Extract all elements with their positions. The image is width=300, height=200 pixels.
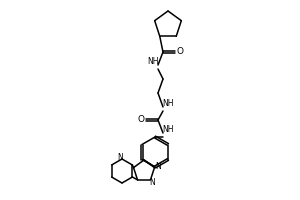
Text: N: N	[117, 154, 123, 162]
Text: NH: NH	[162, 99, 174, 108]
Text: NH: NH	[162, 126, 174, 134]
Text: N: N	[150, 178, 155, 187]
Text: N: N	[156, 162, 161, 171]
Text: NH: NH	[147, 58, 159, 66]
Text: O: O	[137, 116, 145, 124]
Text: O: O	[176, 47, 184, 56]
